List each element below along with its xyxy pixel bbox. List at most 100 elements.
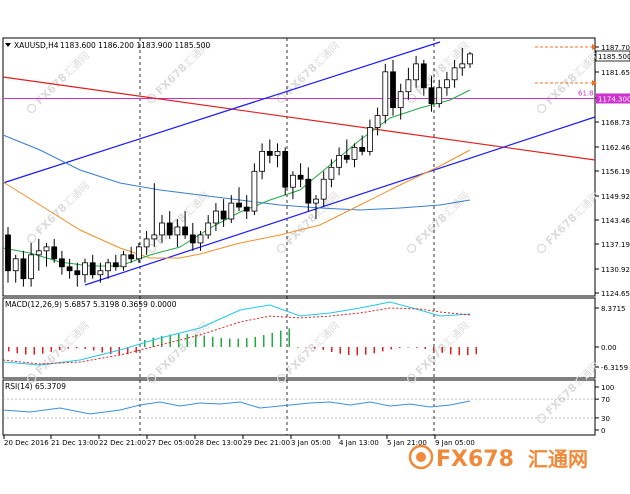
bull-candle [314,199,319,203]
price-tick-label: 1149.920 [601,193,630,201]
bear-candle [129,255,134,259]
time-tick-label: 4 Jan 13:00 [339,439,379,447]
macd-histogram-bar [59,347,61,350]
bull-candle [106,263,111,271]
bull-candle [36,251,41,255]
macd-histogram-bar [272,333,274,347]
bull-candle [229,203,234,219]
bear-candle [183,227,188,235]
macd-histogram-bar [289,328,291,347]
bear-candle [344,155,349,159]
macd-histogram-bar [306,347,308,348]
macd-histogram-bar [25,347,27,354]
bull-candle [321,179,326,199]
macd-histogram-bar [467,347,469,355]
bull-candle [406,80,411,92]
macd-histogram-bar [110,347,112,354]
bull-candle [260,151,265,171]
macd-histogram-bar [476,347,478,354]
time-tick-label: 29 Dec 21:00 [243,439,290,447]
macd-histogram-bar [263,335,265,347]
bear-candle [283,151,288,187]
bear-candle [267,151,272,155]
macd-histogram-bar [8,347,10,351]
ohlc-values: 1183.600 1186.200 1183.900 1185.500 [60,41,211,50]
bull-candle [136,247,141,259]
price-tick-label: 1156.190 [601,168,630,176]
macd-histogram-bar [187,334,189,347]
macd-tick-label: -6.3159 [601,364,628,372]
bear-candle [52,247,57,259]
time-tick-label: 28 Dec 13:00 [195,439,242,447]
price-tick-label: 1181.650 [601,69,630,77]
bull-candle [290,175,295,187]
bear-candle [237,203,242,207]
macd-histogram-bar [144,340,146,347]
bear-candle [75,271,80,275]
current-price-label: 1185.500 [598,53,630,61]
bear-candle [21,259,26,279]
rsi-tick-label: 100 [601,384,614,392]
macd-histogram-bar [450,347,452,354]
rsi-tick-label: 30 [601,415,610,423]
fibonacci-level-label: 61.8 [578,89,594,97]
brand-logo: FX678 汇通网 [410,446,588,472]
bull-candle [468,54,473,64]
bull-candle [383,72,388,116]
bull-candle [460,64,465,68]
bull-candle [398,92,403,108]
bull-candle [375,116,380,128]
macd-histogram-bar [323,347,325,350]
bear-candle [190,235,195,243]
macd-histogram-bar [391,347,393,349]
bull-candle [452,68,457,80]
macd-histogram-bar [68,347,70,349]
macd-histogram-bar [85,347,87,349]
bull-candle [444,80,449,88]
bear-candle [67,267,72,271]
macd-histogram-bar [255,337,257,347]
bull-candle [152,235,157,239]
bull-candle [144,239,149,247]
price-tick-label: 1162.460 [601,144,630,152]
macd-histogram-bar [357,347,359,355]
bear-candle [90,263,95,275]
macd-histogram-bar [331,347,333,352]
bear-candle [59,259,64,267]
bull-candle [29,255,34,279]
rsi-panel-frame [3,380,595,435]
bull-candle [352,147,357,159]
time-tick-label: 20 Dec 2016 [4,439,49,447]
symbol-label: XAUUSD,H4 [14,41,59,50]
time-tick-label: 9 Jan 05:00 [435,439,475,447]
bull-candle [275,151,280,155]
bull-candle [83,263,88,275]
fibonacci-axis-label: 1174.300 [598,95,630,103]
brand-name-cn: 汇通网 [528,447,588,471]
time-tick-label: 22 Dec 21:00 [99,439,146,447]
macd-histogram-bar [246,338,248,347]
bull-candle [13,259,18,271]
price-tick-label: 1137.190 [601,241,630,249]
macd-histogram-bar [229,339,231,347]
bull-candle [121,255,126,267]
time-tick-label: 27 Dec 05:00 [147,439,194,447]
rsi-tick-label: 70 [601,396,610,404]
price-tick-label: 1130.920 [601,266,630,274]
macd-histogram-bar [297,347,299,348]
macd-histogram-bar [42,347,44,354]
bull-candle [337,155,342,167]
bull-candle [367,128,372,152]
brand-logo-inner [416,452,426,462]
macd-histogram-bar [459,347,461,355]
rsi-tick-label: 0 [601,427,605,435]
macd-histogram-bar [442,347,444,353]
macd-histogram-bar [348,347,350,355]
bull-candle [329,167,334,179]
macd-histogram-bar [374,347,376,353]
bull-candle [213,211,218,223]
bull-candle [198,235,203,243]
